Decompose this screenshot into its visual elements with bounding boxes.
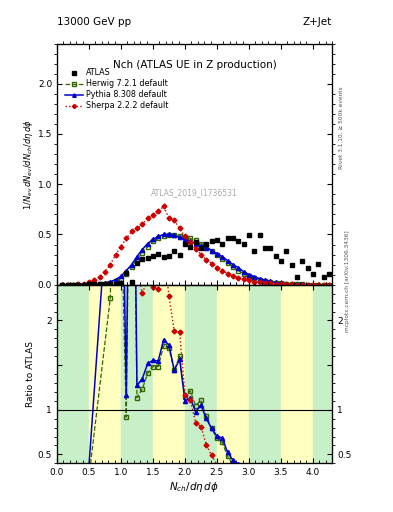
ATLAS: [145, 254, 150, 261]
Pythia 8.308 default: [60, 282, 65, 288]
Sherpa 2.2.2 default: [140, 221, 145, 227]
Text: Rivet 3.1.10, ≥ 500k events: Rivet 3.1.10, ≥ 500k events: [339, 87, 344, 169]
Pythia 8.308 default: [145, 241, 150, 247]
Sherpa 2.2.2 default: [327, 282, 331, 288]
ATLAS: [60, 282, 65, 288]
ATLAS: [257, 232, 262, 239]
Bar: [217, 285, 249, 463]
Herwig 7.2.1 default: [241, 270, 246, 276]
Text: Z+Jet: Z+Jet: [303, 16, 332, 27]
Herwig 7.2.1 default: [140, 249, 145, 255]
ATLAS: [327, 270, 331, 276]
Y-axis label: Ratio to ATLAS: Ratio to ATLAS: [26, 341, 35, 407]
Pythia 8.308 default: [327, 282, 331, 288]
Pythia 8.308 default: [161, 231, 166, 238]
Pythia 8.308 default: [140, 246, 145, 252]
Pythia 8.308 default: [257, 275, 262, 282]
Sherpa 2.2.2 default: [161, 203, 166, 209]
Y-axis label: $1/N_{ev}\,dN_{ev}/dN_{ch}/d\eta\,d\phi$: $1/N_{ev}\,dN_{ev}/dN_{ch}/d\eta\,d\phi$: [22, 119, 35, 209]
Bar: [313, 285, 332, 463]
Pythia 8.308 default: [119, 273, 123, 279]
Line: Sherpa 2.2.2 default: Sherpa 2.2.2 default: [61, 205, 331, 286]
Sherpa 2.2.2 default: [241, 276, 246, 282]
Bar: [153, 285, 185, 463]
ATLAS: [321, 273, 326, 280]
Herwig 7.2.1 default: [327, 282, 331, 288]
Sherpa 2.2.2 default: [321, 282, 326, 288]
Herwig 7.2.1 default: [257, 277, 262, 283]
ATLAS: [236, 239, 241, 245]
Bar: [57, 285, 89, 463]
Pythia 8.308 default: [241, 269, 246, 275]
Line: Herwig 7.2.1 default: Herwig 7.2.1 default: [60, 233, 331, 287]
Sherpa 2.2.2 default: [119, 243, 123, 249]
Sherpa 2.2.2 default: [60, 282, 65, 288]
Text: 13000 GeV pp: 13000 GeV pp: [57, 16, 131, 27]
Bar: [185, 285, 217, 463]
ATLAS: [140, 255, 145, 262]
Pythia 8.308 default: [321, 282, 326, 288]
Herwig 7.2.1 default: [321, 282, 326, 288]
Sherpa 2.2.2 default: [145, 216, 150, 222]
Bar: [281, 285, 313, 463]
X-axis label: $N_{ch}/d\eta\,d\phi$: $N_{ch}/d\eta\,d\phi$: [169, 480, 220, 494]
Sherpa 2.2.2 default: [257, 280, 262, 286]
Herwig 7.2.1 default: [119, 275, 123, 282]
Bar: [121, 285, 153, 463]
Legend: ATLAS, Herwig 7.2.1 default, Pythia 8.308 default, Sherpa 2.2.2 default: ATLAS, Herwig 7.2.1 default, Pythia 8.30…: [64, 67, 170, 112]
Herwig 7.2.1 default: [167, 232, 171, 239]
Herwig 7.2.1 default: [145, 243, 150, 249]
Line: Pythia 8.308 default: Pythia 8.308 default: [60, 232, 331, 287]
Line: ATLAS: ATLAS: [60, 233, 331, 287]
ATLAS: [119, 280, 123, 286]
Text: Nch (ATLAS UE in Z production): Nch (ATLAS UE in Z production): [113, 60, 276, 71]
ATLAS: [246, 232, 251, 239]
Bar: [89, 285, 121, 463]
Text: mcplots.cern.ch [arXiv:1306.3436]: mcplots.cern.ch [arXiv:1306.3436]: [345, 231, 350, 332]
Herwig 7.2.1 default: [60, 282, 65, 288]
Text: ATLAS_2019_I1736531: ATLAS_2019_I1736531: [151, 188, 238, 198]
Bar: [249, 285, 281, 463]
